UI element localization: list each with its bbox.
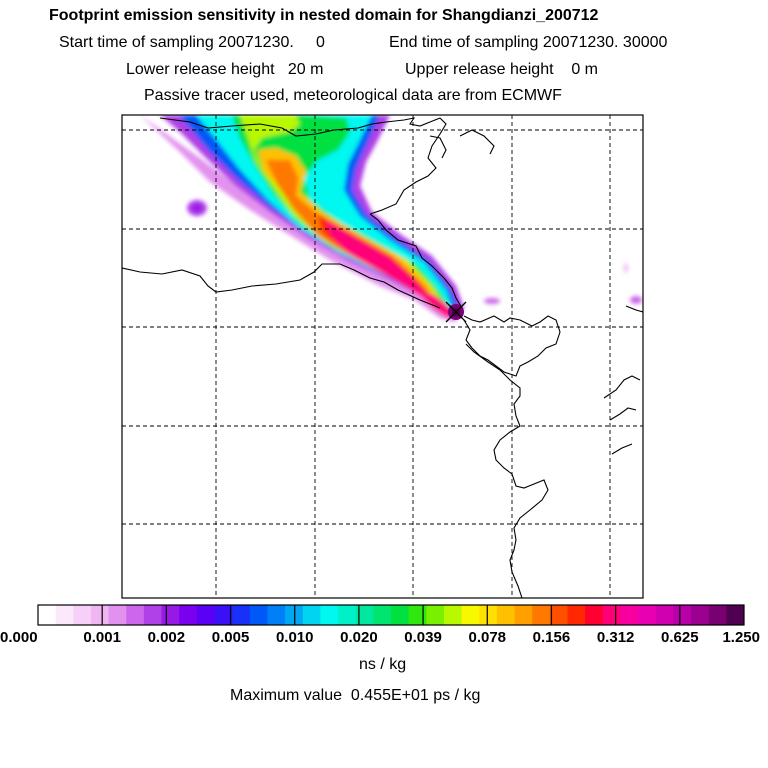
colorbar-tick-label: 1.250 [722, 629, 760, 646]
colorbar-swatch [179, 605, 198, 625]
colorbar-swatch [567, 605, 586, 625]
colorbar-swatch [196, 605, 215, 625]
colorbar-units: ns / kg [359, 656, 407, 673]
colorbar-swatch [549, 605, 568, 625]
colorbar-swatch [249, 605, 268, 625]
tracer-info: Passive tracer used, meteorological data… [144, 87, 562, 104]
colorbar-swatch [161, 605, 180, 625]
colorbar-tick-label: 0.020 [340, 629, 378, 646]
colorbar-swatch [38, 605, 57, 625]
coastlines [122, 117, 643, 598]
colorbar-swatch [373, 605, 392, 625]
colorbar-swatch [391, 605, 410, 625]
colorbar [38, 605, 745, 625]
colorbar-tick-label: 0.156 [532, 629, 571, 646]
colorbar-swatch [214, 605, 233, 625]
colorbar-swatch [496, 605, 515, 625]
colorbar-swatch [285, 605, 304, 625]
map-title: Footprint emission sensitivity in nested… [49, 7, 599, 24]
colorbar-swatch [479, 605, 498, 625]
lower-release-height: Lower release height 20 m [126, 61, 324, 78]
colorbar-swatch [232, 605, 251, 625]
colorbar-tick-label: 0.625 [661, 629, 699, 646]
colorbar-tick-label: 0.005 [211, 629, 250, 646]
colorbar-swatch [514, 605, 533, 625]
colorbar-swatch [620, 605, 639, 625]
colorbar-swatch [585, 605, 604, 625]
colorbar-swatch [426, 605, 445, 625]
colorbar-swatch [338, 605, 357, 625]
maximum-value: Maximum value 0.455E+01 ps / kg [230, 687, 481, 704]
colorbar-swatch [638, 605, 657, 625]
colorbar-swatch [655, 605, 674, 625]
receptor-marker [445, 301, 467, 323]
colorbar-swatch [143, 605, 162, 625]
upper-release-height: Upper release height 0 m [405, 61, 598, 78]
map-frame [121, 114, 644, 599]
colorbar-tick-label: 0.039 [404, 629, 442, 646]
colorbar-swatch [673, 605, 692, 625]
colorbar-swatch [55, 605, 74, 625]
sampling-start-time: Start time of sampling 20071230. 0 [59, 34, 325, 51]
colorbar-swatch [302, 605, 321, 625]
plume-field [140, 115, 642, 322]
colorbar-swatch [532, 605, 551, 625]
colorbar-swatch [443, 605, 462, 625]
colorbar-swatch [320, 605, 339, 625]
colorbar-swatch [267, 605, 286, 625]
colorbar-swatch [602, 605, 621, 625]
colorbar-swatch [108, 605, 127, 625]
colorbar-tick-label: 0.000 [0, 629, 38, 646]
colorbar-swatch [408, 605, 427, 625]
colorbar-tick-label: 0.001 [83, 629, 121, 646]
colorbar-frame [37, 604, 745, 626]
colorbar-swatch [691, 605, 710, 625]
colorbar-swatch [126, 605, 145, 625]
colorbar-swatch [461, 605, 480, 625]
lat-lon-grid [122, 115, 643, 598]
colorbar-swatch [726, 605, 745, 625]
sampling-end-time: End time of sampling 20071230. 30000 [389, 34, 668, 51]
colorbar-tick-label: 0.010 [275, 629, 314, 646]
colorbar-swatch [708, 605, 727, 625]
colorbar-tick-label: 0.002 [147, 629, 186, 646]
colorbar-tick-label: 0.078 [468, 629, 507, 646]
colorbar-swatch [73, 605, 92, 625]
colorbar-tick-label: 0.312 [596, 629, 635, 646]
colorbar-swatch [355, 605, 374, 625]
colorbar-swatch [90, 605, 109, 625]
